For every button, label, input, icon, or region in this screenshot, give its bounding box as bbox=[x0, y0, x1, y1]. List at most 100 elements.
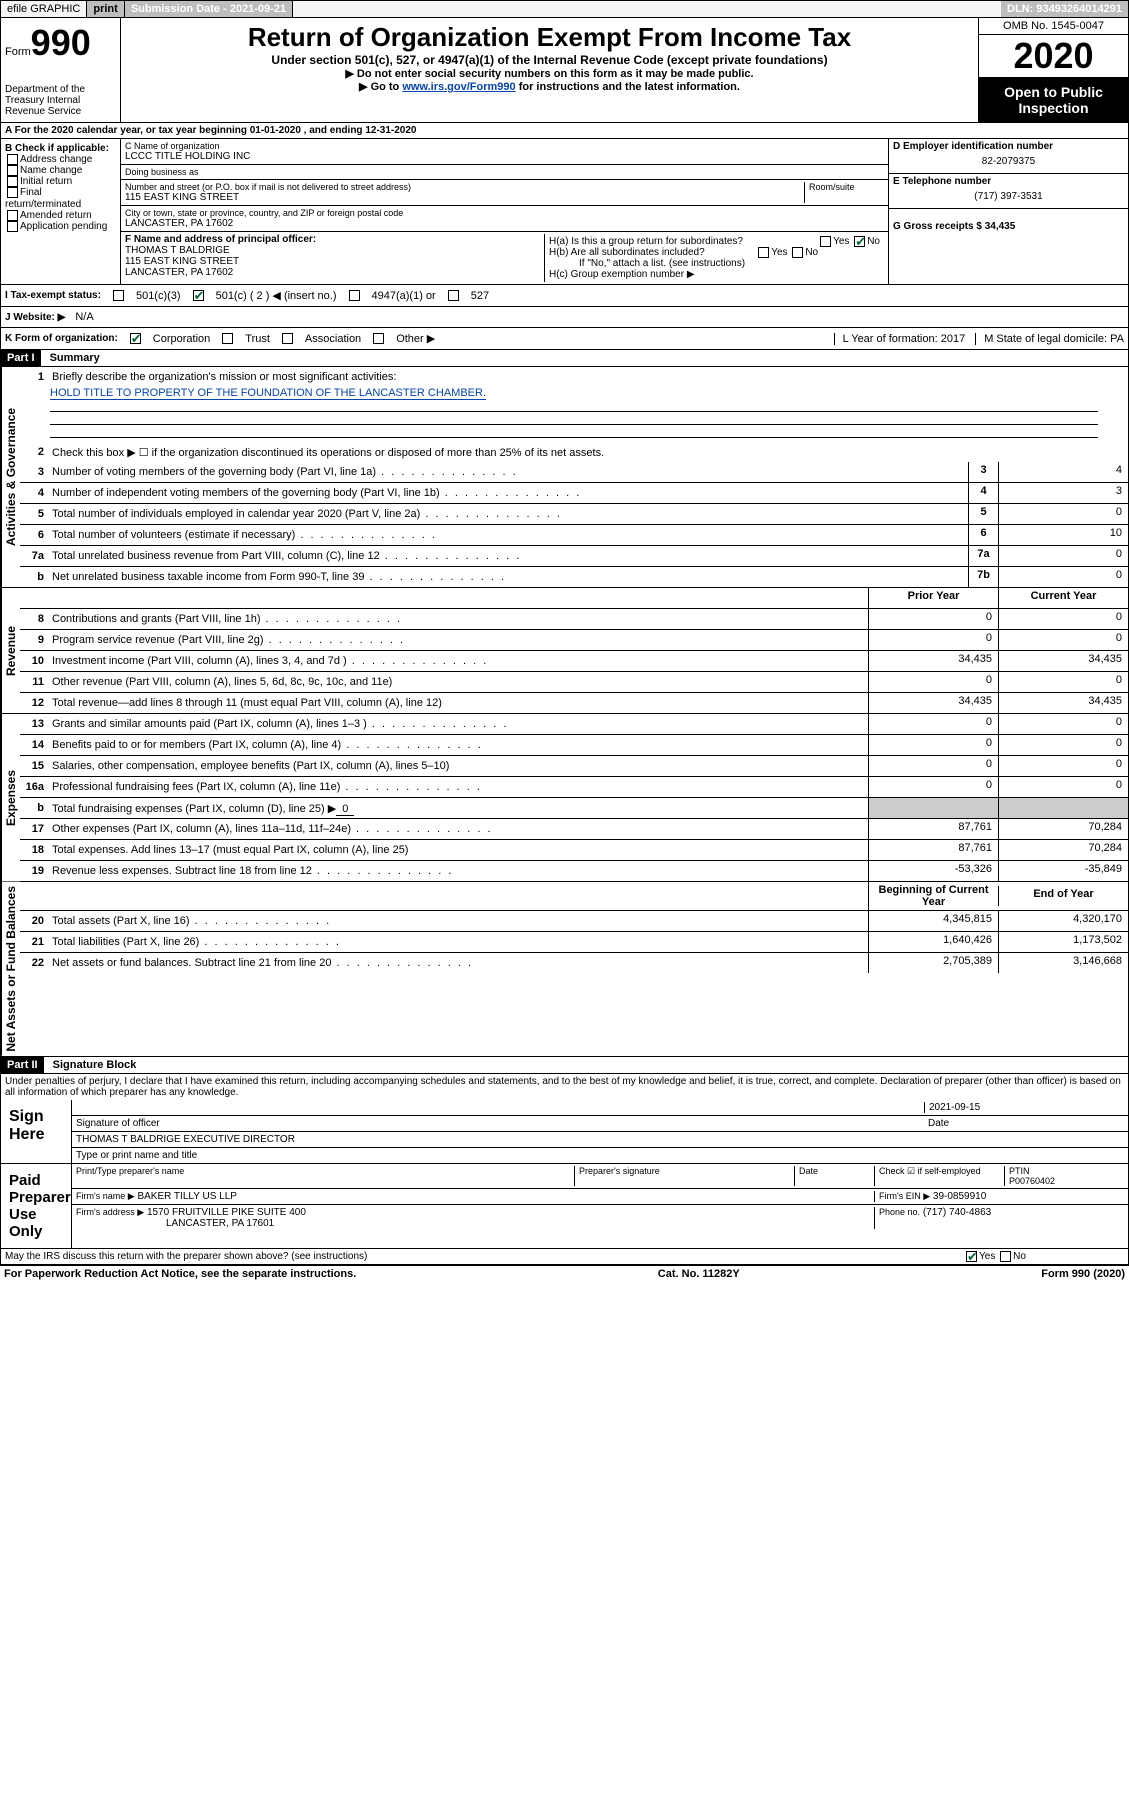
firm-ein: 39-0859910 bbox=[933, 1191, 986, 1202]
ptin-label: PTIN bbox=[1009, 1166, 1030, 1176]
chk-address-change[interactable] bbox=[7, 154, 18, 165]
website-row: J Website: ▶ N/A bbox=[0, 307, 1129, 328]
line5-desc: Total number of individuals employed in … bbox=[48, 506, 968, 522]
city-value: LANCASTER, PA 17602 bbox=[125, 218, 884, 229]
vlabel-revenue: Revenue bbox=[1, 588, 20, 713]
line3-desc: Number of voting members of the governin… bbox=[48, 464, 968, 480]
chk-4947[interactable] bbox=[349, 290, 360, 301]
chk-initial-return[interactable] bbox=[7, 176, 18, 187]
ha-label: H(a) Is this a group return for subordin… bbox=[549, 236, 743, 247]
firm-addr1: 1570 FRUITVILLE PIKE SUITE 400 bbox=[147, 1207, 306, 1218]
omb-number: OMB No. 1545-0047 bbox=[979, 18, 1128, 35]
chk-amended[interactable] bbox=[7, 210, 18, 221]
cat-no: Cat. No. 11282Y bbox=[658, 1268, 740, 1280]
line6-val: 10 bbox=[998, 525, 1128, 545]
ein-value: 82-2079375 bbox=[893, 152, 1124, 171]
street-value: 115 EAST KING STREET bbox=[125, 192, 804, 203]
efile-label: efile GRAPHIC bbox=[1, 1, 87, 17]
section-activities: Activities & Governance 1Briefly describ… bbox=[0, 367, 1129, 588]
prep-sig-label: Preparer's signature bbox=[574, 1166, 794, 1186]
chk-trust[interactable] bbox=[222, 333, 233, 344]
room-label: Room/suite bbox=[809, 182, 884, 192]
note-ssn: ▶ Do not enter social security numbers o… bbox=[125, 67, 974, 80]
prep-date-label: Date bbox=[794, 1166, 874, 1186]
box-k-label: K Form of organization: bbox=[5, 333, 118, 344]
tax-exempt-row: I Tax-exempt status: 501(c)(3) 501(c) ( … bbox=[0, 285, 1129, 307]
form990-link[interactable]: www.irs.gov/Form990 bbox=[402, 81, 515, 93]
part2-label: Part II bbox=[1, 1057, 44, 1073]
firm-addr-label: Firm's address ▶ bbox=[76, 1207, 144, 1217]
officer-name: THOMAS T BALDRIGE bbox=[125, 245, 544, 256]
form-word: Form bbox=[5, 46, 31, 58]
box-j-label: J Website: ▶ bbox=[5, 312, 65, 323]
hdr-beg: Beginning of Current Year bbox=[868, 882, 998, 910]
chk-501c3[interactable] bbox=[113, 290, 124, 301]
note-goto-pre: ▶ Go to bbox=[359, 81, 402, 93]
hdr-prior: Prior Year bbox=[868, 588, 998, 608]
line7a-val: 0 bbox=[998, 546, 1128, 566]
ha-yes[interactable] bbox=[820, 236, 831, 247]
city-label: City or town, state or province, country… bbox=[125, 208, 884, 218]
print-button[interactable]: print bbox=[87, 1, 124, 17]
line7a-desc: Total unrelated business revenue from Pa… bbox=[48, 548, 968, 564]
box-m: M State of legal domicile: PA bbox=[975, 333, 1124, 345]
vlabel-netassets: Net Assets or Fund Balances bbox=[1, 882, 20, 1056]
line5-val: 0 bbox=[998, 504, 1128, 524]
firm-phone-label: Phone no. bbox=[879, 1207, 920, 1217]
vlabel-activities: Activities & Governance bbox=[1, 367, 20, 587]
gross-receipts: G Gross receipts $ 34,435 bbox=[893, 211, 1124, 232]
part2-title: Signature Block bbox=[47, 1059, 137, 1071]
ptin-value: P00760402 bbox=[1009, 1176, 1055, 1186]
section-expenses: Expenses 13Grants and similar amounts pa… bbox=[0, 714, 1129, 882]
street-label: Number and street (or P.O. box if mail i… bbox=[125, 182, 804, 192]
typed-label: Type or print name and title bbox=[76, 1150, 1124, 1161]
dln-label: DLN: 93493264014291 bbox=[1001, 1, 1128, 17]
dept-label: Department of the Treasury Internal Reve… bbox=[5, 84, 116, 117]
form-number: 990 bbox=[31, 22, 91, 63]
org-name-label: C Name of organization bbox=[125, 141, 884, 151]
chk-527[interactable] bbox=[448, 290, 459, 301]
period-line: A For the 2020 calendar year, or tax yea… bbox=[1, 123, 1128, 138]
penalties-text: Under penalties of perjury, I declare th… bbox=[0, 1074, 1129, 1100]
section-revenue: Revenue Prior YearCurrent Year 8Contribu… bbox=[0, 588, 1129, 714]
firm-name-label: Firm's name ▶ bbox=[76, 1191, 135, 1201]
sign-here-label: Sign Here bbox=[1, 1100, 71, 1163]
pra-notice: For Paperwork Reduction Act Notice, see … bbox=[4, 1268, 356, 1280]
line1-desc: Briefly describe the organization's miss… bbox=[48, 369, 1128, 385]
prep-name-label: Print/Type preparer's name bbox=[76, 1166, 574, 1186]
chk-assoc[interactable] bbox=[282, 333, 293, 344]
vlabel-expenses: Expenses bbox=[1, 714, 20, 881]
ein-label: D Employer identification number bbox=[893, 141, 1124, 152]
form-subtitle: Under section 501(c), 527, or 4947(a)(1)… bbox=[125, 53, 974, 67]
form-ref: Form 990 (2020) bbox=[1041, 1268, 1125, 1280]
line6-desc: Total number of volunteers (estimate if … bbox=[48, 527, 968, 543]
signature-block: Sign Here 2021-09-15 Signature of office… bbox=[0, 1100, 1129, 1266]
chk-corp[interactable] bbox=[130, 333, 141, 344]
box-l: L Year of formation: 2017 bbox=[834, 333, 966, 345]
note-goto-post: for instructions and the latest informat… bbox=[516, 81, 740, 93]
phone-label: E Telephone number bbox=[893, 176, 1124, 187]
officer-label: F Name and address of principal officer: bbox=[125, 234, 544, 245]
firm-addr2: LANCASTER, PA 17601 bbox=[76, 1218, 274, 1229]
hb-no[interactable] bbox=[792, 247, 803, 258]
chk-name-change[interactable] bbox=[7, 165, 18, 176]
entity-block: B Check if applicable: Address change Na… bbox=[0, 139, 1129, 285]
submission-date: Submission Date - 2021-09-21 bbox=[125, 1, 293, 17]
paid-preparer-label: Paid Preparer Use Only bbox=[1, 1164, 71, 1248]
line3-val: 4 bbox=[998, 462, 1128, 482]
firm-name: BAKER TILLY US LLP bbox=[137, 1191, 237, 1202]
chk-app-pending[interactable] bbox=[7, 221, 18, 232]
chk-other[interactable] bbox=[373, 333, 384, 344]
officer-typed: THOMAS T BALDRIGE EXECUTIVE DIRECTOR bbox=[76, 1134, 1124, 1145]
phone-value: (717) 397-3531 bbox=[893, 187, 1124, 206]
ha-no[interactable] bbox=[854, 236, 865, 247]
dba-label: Doing business as bbox=[125, 167, 884, 177]
hb-yes[interactable] bbox=[758, 247, 769, 258]
chk-final-return[interactable] bbox=[7, 187, 18, 198]
line4-desc: Number of independent voting members of … bbox=[48, 485, 968, 501]
discuss-no[interactable] bbox=[1000, 1251, 1011, 1262]
discuss-yes[interactable] bbox=[966, 1251, 977, 1262]
page-footer: For Paperwork Reduction Act Notice, see … bbox=[0, 1266, 1129, 1282]
chk-501c[interactable] bbox=[193, 290, 204, 301]
top-bar: efile GRAPHIC print Submission Date - 20… bbox=[0, 0, 1129, 18]
